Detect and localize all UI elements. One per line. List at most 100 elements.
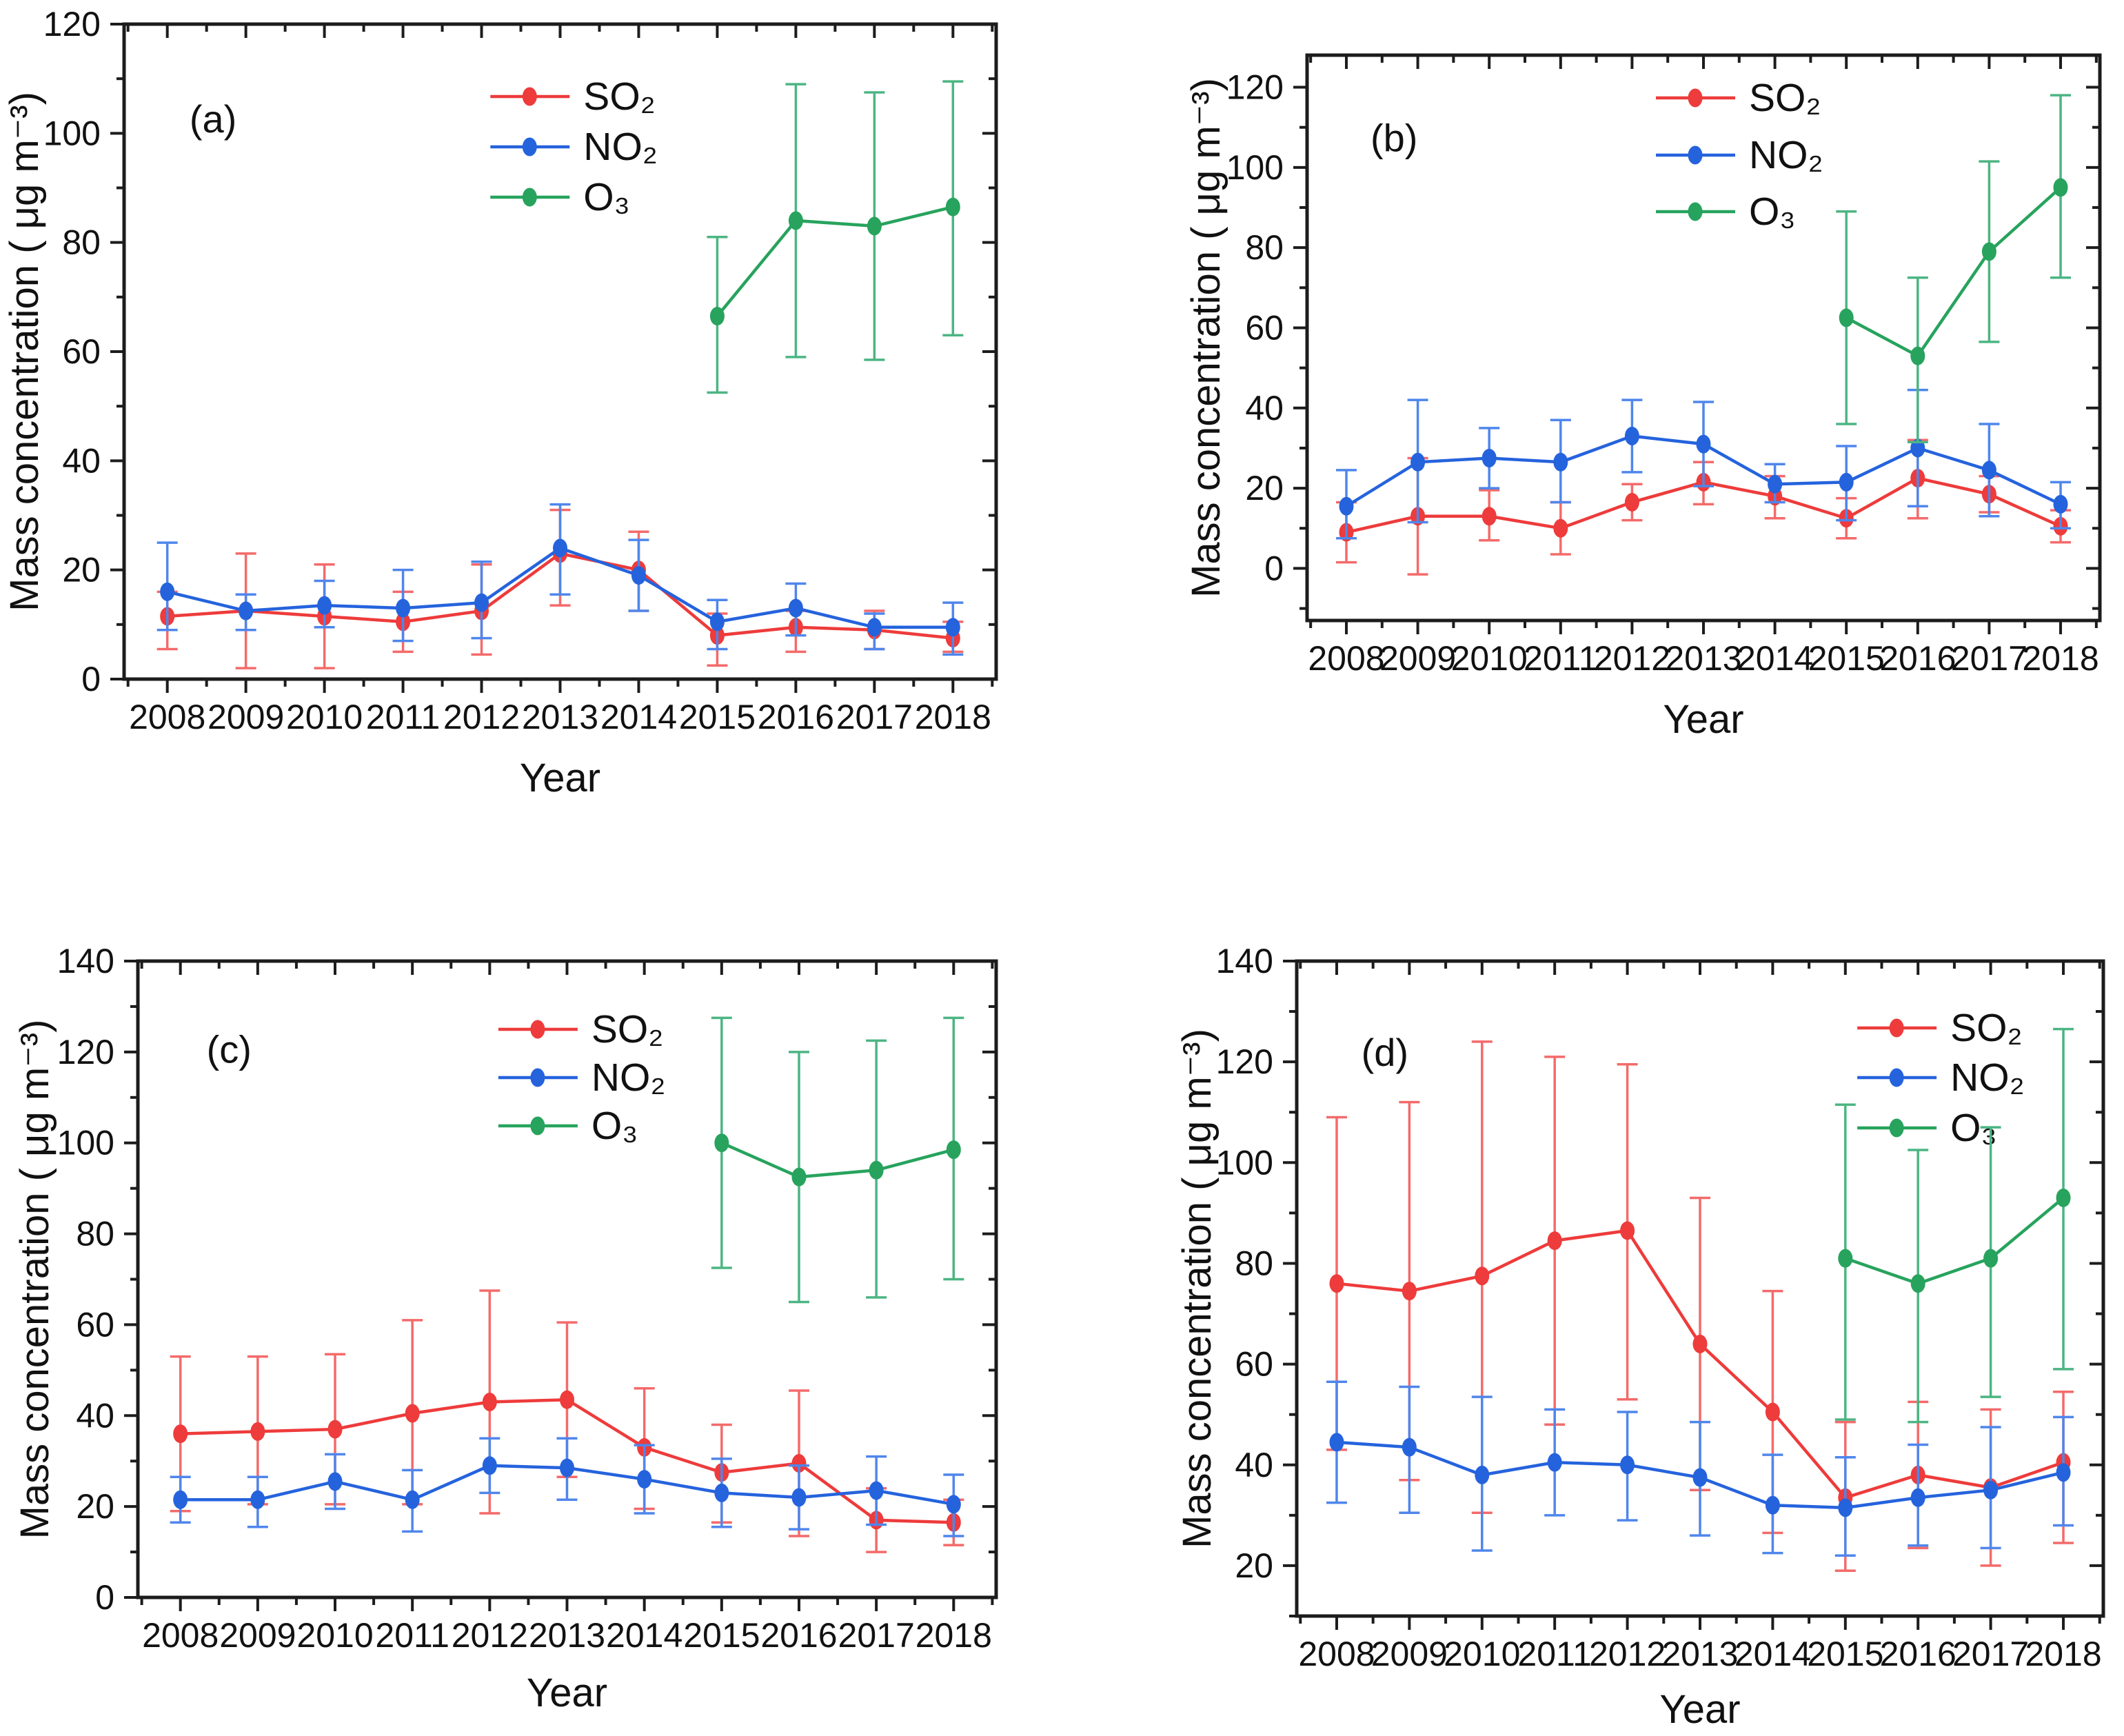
x-tick-label: 2015 <box>1807 1635 1883 1673</box>
no2-marker <box>637 1470 652 1489</box>
axis-frame <box>1305 53 2102 623</box>
y-tick-label: 100 <box>43 114 101 152</box>
series-o3 <box>707 80 964 394</box>
legend-label-no2: NO₂ <box>591 1056 666 1100</box>
series-no2 <box>170 1437 964 1537</box>
y-tick-label: 20 <box>1235 1546 1273 1585</box>
series-no2 <box>1326 1380 2074 1557</box>
no2-marker <box>250 1490 265 1509</box>
x-tick-label: 2013 <box>529 1616 605 1655</box>
no2-marker <box>560 1458 574 1477</box>
x-tick-label: 2013 <box>522 698 598 736</box>
no2-marker <box>1910 1488 1925 1507</box>
panel-d-chart: 2040608010012014020082009201020112012201… <box>1062 868 2124 1736</box>
x-tick-label: 2017 <box>1952 1635 2029 1673</box>
x-tick-label: 2015 <box>679 698 756 736</box>
no2-marker <box>1838 1498 1853 1517</box>
no2-marker <box>1768 474 1783 494</box>
y-tick-label: 80 <box>76 1215 114 1253</box>
so2-marker <box>250 1422 265 1441</box>
x-tick-label: 2010 <box>286 698 363 736</box>
no2-marker <box>946 1495 961 1514</box>
y-tick-label: 20 <box>1245 469 1284 507</box>
x-tick-label: 2018 <box>915 698 991 736</box>
y-tick-label: 60 <box>76 1305 114 1344</box>
so2-marker <box>327 1420 343 1439</box>
x-tick-label: 2008 <box>129 698 205 736</box>
so2-marker <box>1547 1231 1562 1251</box>
o3-marker <box>1838 1249 1853 1268</box>
so2-error-bars <box>170 1289 964 1553</box>
no2-marker <box>1910 438 1925 458</box>
no2-marker <box>1765 1495 1780 1515</box>
panel-label: (c) <box>207 1028 252 1071</box>
axis-frame <box>136 959 998 1599</box>
no2-marker <box>1696 434 1711 454</box>
no2-marker <box>869 1481 884 1500</box>
no2-marker <box>1481 448 1497 467</box>
legend-label-no2: NO₂ <box>1950 1056 2025 1100</box>
o3-marker <box>714 1133 729 1153</box>
no2-marker <box>474 593 489 612</box>
o3-line <box>1845 1196 2065 1286</box>
x-tick-label: 2009 <box>208 698 284 736</box>
no2-marker <box>1983 1480 1999 1500</box>
o3-legend-marker <box>522 188 537 207</box>
x-axis-title: Year <box>527 1671 607 1715</box>
o3-marker <box>1910 1274 1925 1293</box>
y-tick-label: 100 <box>1226 148 1284 187</box>
legend-item-o3: O₃ <box>490 175 630 219</box>
no2-marker <box>1981 461 1996 480</box>
y-tick-label: 140 <box>1216 942 1273 980</box>
so2-marker <box>173 1424 188 1444</box>
x-tick-label: 2018 <box>2025 1635 2101 1673</box>
panel-b-chart: 0204060801001202008200920102011201220132… <box>1062 0 2124 868</box>
x-tick-label: 2017 <box>836 698 913 736</box>
series-so2 <box>170 1289 964 1553</box>
y-tick-label: 40 <box>76 1396 114 1435</box>
legend-item-no2: NO₂ <box>1656 133 1823 177</box>
no2-marker <box>160 582 175 601</box>
no2-marker <box>1475 1465 1490 1484</box>
x-tick-label: 2010 <box>296 1616 373 1655</box>
no2-legend-marker <box>530 1068 545 1087</box>
y-tick-label: 0 <box>95 1578 114 1617</box>
y-axis-title: Mass concentration ( μg m⁻³) <box>12 1020 57 1540</box>
x-axis-title: Year <box>1663 697 1743 742</box>
y-tick-label: 120 <box>1226 68 1284 107</box>
so2-marker <box>1402 1282 1417 1301</box>
no2-error-bars <box>156 503 964 656</box>
no2-marker <box>709 612 725 632</box>
series-no2 <box>156 503 964 656</box>
series-o3 <box>711 1016 964 1304</box>
no2-marker <box>1553 452 1568 472</box>
no2-legend-marker <box>1688 145 1703 165</box>
legend-item-no2: NO₂ <box>490 125 658 169</box>
x-tick-label: 2009 <box>1379 639 1456 678</box>
legend-item-so2: SO₂ <box>498 1007 663 1051</box>
y-tick-label: 140 <box>57 942 114 980</box>
x-tick-label: 2012 <box>452 1616 528 1655</box>
x-tick-label: 2012 <box>443 698 520 736</box>
o3-marker <box>1983 1249 1999 1268</box>
no2-marker <box>791 1488 807 1507</box>
y-tick-label: 0 <box>81 660 101 698</box>
so2-marker <box>405 1404 420 1423</box>
no2-marker <box>1839 472 1854 492</box>
o3-legend-marker <box>1889 1118 1904 1138</box>
no2-marker <box>631 566 646 585</box>
legend-item-o3: O₃ <box>1857 1106 1997 1150</box>
panel-label: (d) <box>1362 1031 1408 1074</box>
x-tick-label: 2016 <box>1880 1635 1956 1673</box>
y-tick-label: 120 <box>43 5 101 43</box>
o3-marker <box>945 197 960 216</box>
no2-marker <box>482 1456 497 1475</box>
o3-marker <box>869 1160 884 1180</box>
no2-marker <box>317 596 332 615</box>
no2-legend-marker <box>522 137 537 157</box>
y-tick-label: 80 <box>1245 228 1284 267</box>
